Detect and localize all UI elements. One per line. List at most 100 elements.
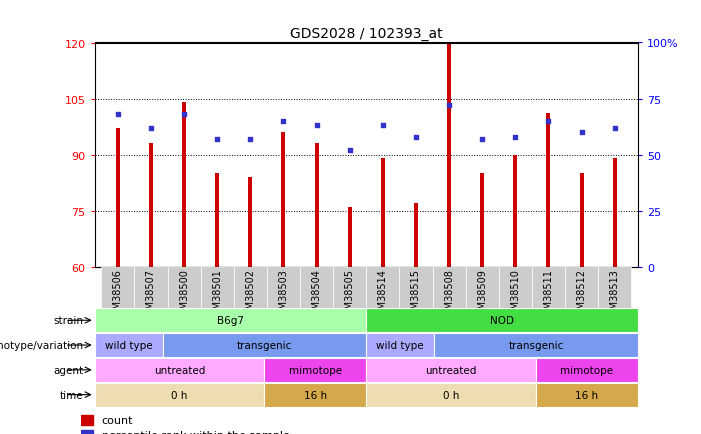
Point (212, 136, 223, 143)
Point (477, 136, 488, 143)
Point (576, 129, 587, 136)
Point (377, 123, 388, 130)
Text: percentile rank within the sample: percentile rank within the sample (102, 430, 290, 434)
Text: NOD: NOD (490, 316, 514, 326)
Bar (200, 267, 233, 308)
Bar (366, 358, 536, 382)
Bar (414, 204, 418, 267)
Bar (580, 174, 583, 267)
Bar (536, 383, 638, 407)
Text: transgenic: transgenic (237, 340, 292, 350)
Bar (233, 267, 267, 308)
Point (112, 112, 123, 118)
Bar (300, 267, 333, 308)
Bar (547, 114, 550, 267)
Bar (182, 103, 186, 267)
Bar (532, 267, 565, 308)
Bar (513, 155, 517, 267)
Text: mimotope: mimotope (560, 365, 613, 375)
Bar (95, 309, 366, 332)
Bar (613, 159, 617, 267)
Text: untreated: untreated (154, 365, 205, 375)
Bar (348, 207, 352, 267)
Text: wild type: wild type (376, 340, 424, 350)
Bar (381, 159, 385, 267)
Text: transgenic: transgenic (508, 340, 564, 350)
Text: GSM38500: GSM38500 (179, 268, 189, 321)
Bar (264, 358, 366, 382)
Bar (81, 415, 93, 425)
Text: GSM38507: GSM38507 (146, 268, 156, 321)
Text: agent: agent (54, 365, 84, 375)
Bar (366, 309, 638, 332)
Bar (81, 430, 93, 434)
Text: GSM38504: GSM38504 (311, 268, 322, 321)
Bar (433, 267, 465, 308)
Text: time: time (60, 390, 84, 400)
Text: 0 h: 0 h (443, 390, 459, 400)
Bar (95, 333, 163, 357)
Text: 16 h: 16 h (576, 390, 599, 400)
Text: 16 h: 16 h (304, 390, 327, 400)
Bar (95, 383, 264, 407)
Text: GSM38503: GSM38503 (278, 268, 288, 321)
Text: GSM38511: GSM38511 (543, 268, 554, 321)
Bar (366, 333, 434, 357)
Point (609, 125, 620, 132)
Bar (95, 358, 264, 382)
Point (543, 118, 554, 125)
Text: genotype/variation: genotype/variation (0, 340, 84, 350)
Bar (149, 144, 153, 267)
Text: strain: strain (54, 316, 84, 326)
Title: GDS2028 / 102393_at: GDS2028 / 102393_at (290, 27, 442, 41)
Point (410, 134, 421, 141)
Point (278, 118, 289, 125)
Text: GSM38506: GSM38506 (113, 268, 123, 321)
Point (245, 136, 256, 143)
Bar (499, 267, 532, 308)
Text: B6g7: B6g7 (217, 316, 244, 326)
Text: GSM38512: GSM38512 (577, 268, 587, 321)
Text: wild type: wild type (104, 340, 152, 350)
Bar (465, 267, 499, 308)
Point (510, 134, 521, 141)
Text: GSM38505: GSM38505 (345, 268, 355, 321)
Text: GSM38515: GSM38515 (411, 268, 421, 321)
Bar (565, 267, 598, 308)
Text: GSM38501: GSM38501 (212, 268, 222, 321)
Text: GSM38513: GSM38513 (610, 268, 620, 321)
Text: mimotope: mimotope (289, 365, 342, 375)
Bar (248, 178, 252, 267)
Point (311, 123, 322, 130)
Text: 0 h: 0 h (171, 390, 188, 400)
Point (444, 102, 455, 109)
Bar (434, 333, 638, 357)
Bar (267, 267, 300, 308)
Text: GSM38502: GSM38502 (245, 268, 255, 321)
Text: GSM38514: GSM38514 (378, 268, 388, 321)
Bar (447, 43, 451, 267)
Bar (264, 383, 366, 407)
Bar (215, 174, 219, 267)
Text: GSM38508: GSM38508 (444, 268, 454, 321)
Bar (101, 267, 135, 308)
Bar (598, 267, 632, 308)
Point (145, 125, 156, 132)
Bar (163, 333, 366, 357)
Bar (168, 267, 200, 308)
Point (344, 147, 355, 154)
Text: GSM38509: GSM38509 (477, 268, 487, 321)
Bar (315, 144, 318, 267)
Bar (536, 358, 638, 382)
Text: count: count (102, 415, 133, 425)
Bar (366, 267, 400, 308)
Text: GSM38510: GSM38510 (510, 268, 520, 321)
Bar (282, 133, 285, 267)
Point (179, 112, 190, 118)
Bar (116, 129, 120, 267)
Bar (480, 174, 484, 267)
Bar (366, 383, 536, 407)
Bar (135, 267, 168, 308)
Bar (400, 267, 433, 308)
Bar (333, 267, 366, 308)
